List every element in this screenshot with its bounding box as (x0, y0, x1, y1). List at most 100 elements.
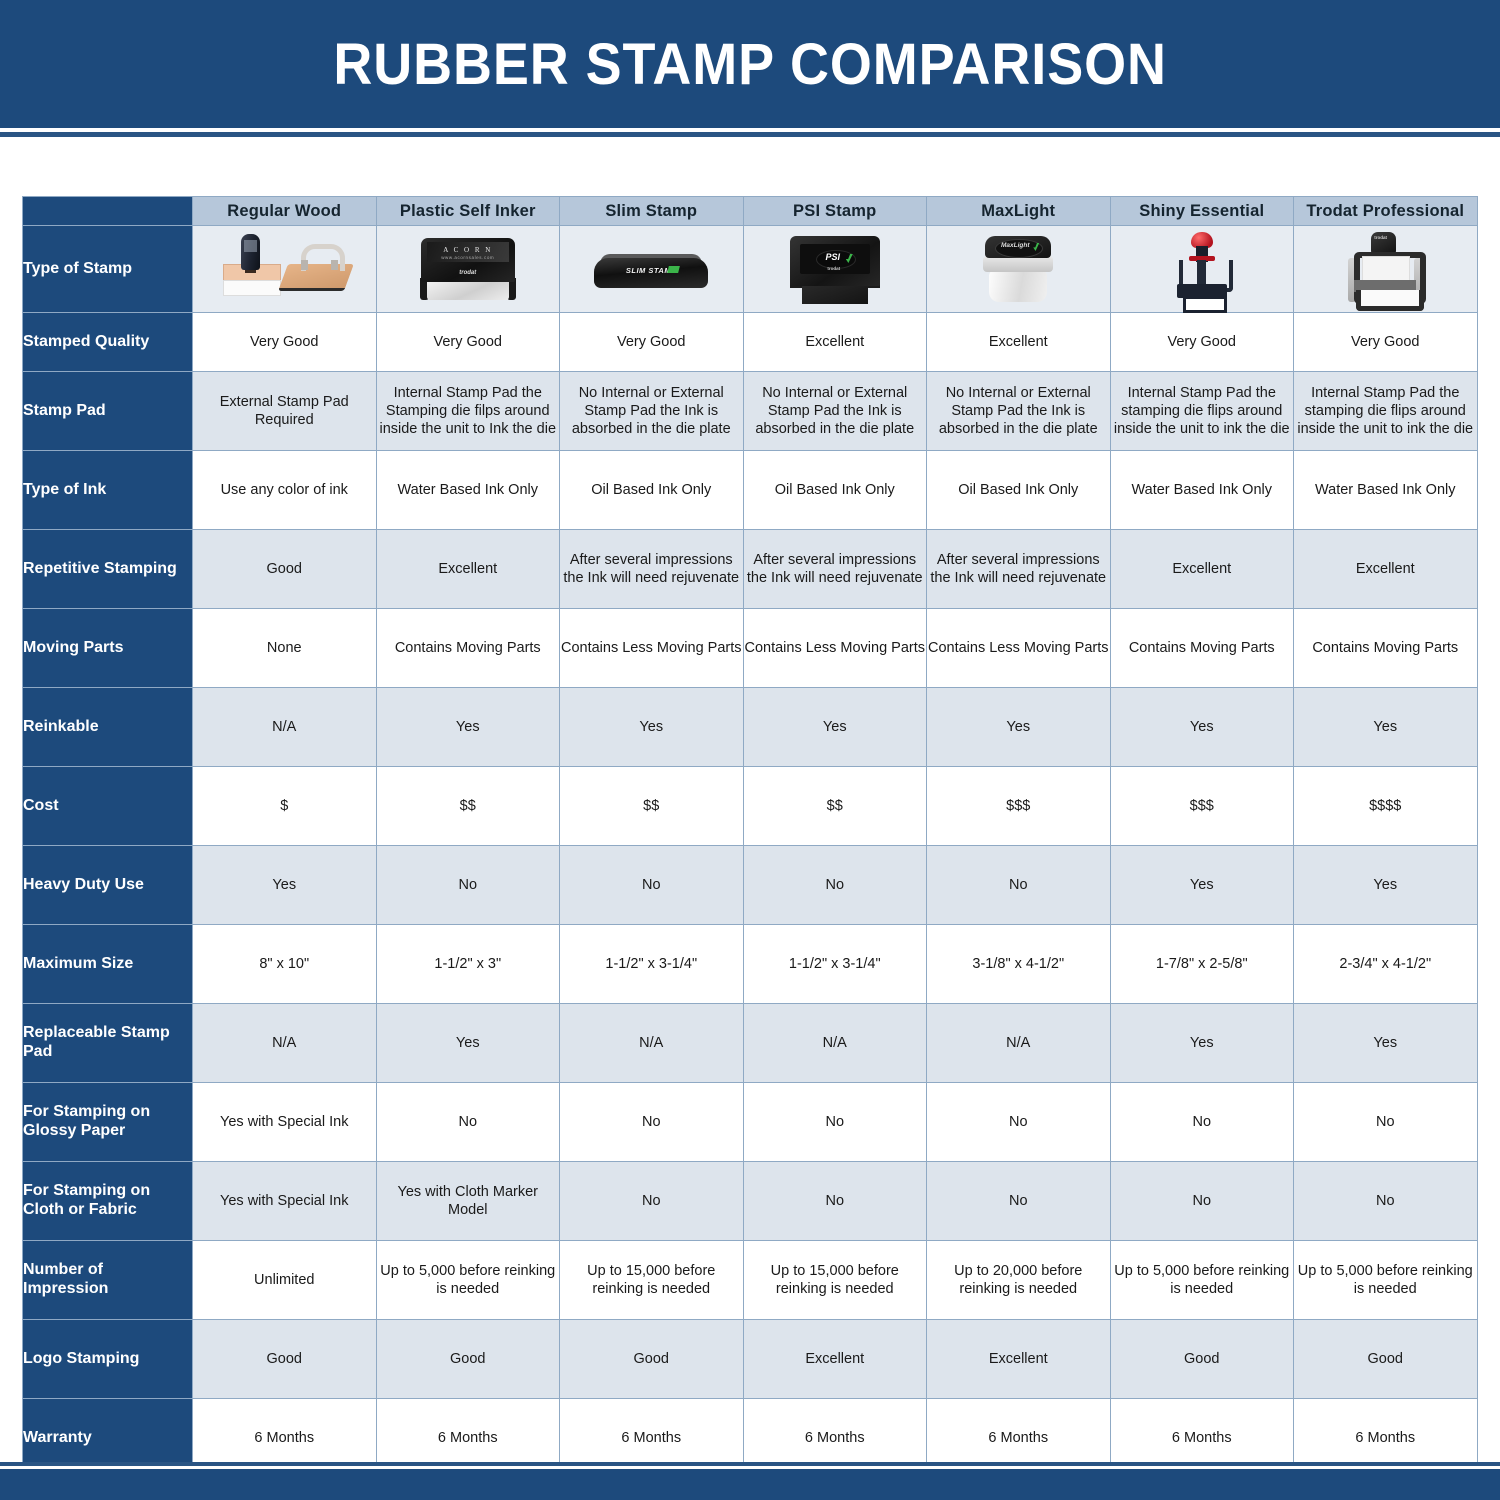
cell-stamping-glossy-paper-psi-stamp: No (742, 1082, 927, 1162)
cell-cost-shiny-essential: $$$ (1109, 766, 1294, 846)
cell-type-of-ink-trodat-professional: Water Based Ink Only (1293, 450, 1478, 530)
cell-stamping-glossy-paper-trodat-professional: No (1293, 1082, 1478, 1162)
regular-wood-stamp-image (209, 228, 359, 310)
row-label-stamped-quality: Stamped Quality (22, 312, 193, 372)
cell-type-of-ink-maxlight: Oil Based Ink Only (926, 450, 1111, 530)
cell-stamp-pad-trodat-professional: Internal Stamp Pad the stamping die flip… (1293, 371, 1478, 451)
cell-repetitive-stamping-trodat-professional: Excellent (1293, 529, 1478, 609)
table-head: Regular Wood Plastic Self Inker Slim Sta… (22, 196, 1478, 226)
cell-stamped-quality-psi-stamp: Excellent (742, 312, 927, 372)
table-body: Type of Stamp A C O R (22, 225, 1478, 1478)
cell-stamping-cloth-fabric-psi-stamp: No (742, 1161, 927, 1241)
cell-stamp-pad-slim-stamp: No Internal or External Stamp Pad the In… (559, 371, 744, 451)
cell-repetitive-stamping-plastic-self-inker: Excellent (375, 529, 560, 609)
cell-repetitive-stamping-regular-wood: Good (192, 529, 377, 609)
table-row-logo-stamping: Logo Stamping Good Good Good Excellent E… (22, 1319, 1478, 1399)
cell-cost-psi-stamp: $$ (742, 766, 927, 846)
trodat-professional-stamp-image (1310, 228, 1460, 311)
cell-maximum-size-slim-stamp: 1-1/2" x 3-1/4" (559, 924, 744, 1004)
table-row-number-of-impression: Number of Impression Unlimited Up to 5,0… (22, 1240, 1478, 1320)
cell-cost-maxlight: $$$ (926, 766, 1111, 846)
plastic-self-inker-stamp-image: A C O R N www.acornsales.com trodat (393, 228, 543, 310)
cell-logo-stamping-psi-stamp: Excellent (742, 1319, 927, 1399)
cell-logo-stamping-shiny-essential: Good (1109, 1319, 1294, 1399)
cell-number-of-impression-maxlight: Up to 20,000 before reinking is needed (926, 1240, 1111, 1320)
column-header-trodat-professional: Trodat Professional (1293, 196, 1478, 226)
row-label-repetitive-stamping: Repetitive Stamping (22, 529, 193, 609)
cell-stamped-quality-regular-wood: Very Good (192, 312, 377, 372)
cell-replaceable-stamp-pad-maxlight: N/A (926, 1003, 1111, 1083)
cell-logo-stamping-slim-stamp: Good (559, 1319, 744, 1399)
cell-number-of-impression-shiny-essential: Up to 5,000 before reinking is needed (1109, 1240, 1294, 1320)
table-corner-cell (22, 196, 193, 226)
cell-reinkable-slim-stamp: Yes (559, 687, 744, 767)
cell-replaceable-stamp-pad-slim-stamp: N/A (559, 1003, 744, 1083)
cell-heavy-duty-use-plastic-self-inker: No (375, 845, 560, 925)
cell-type-of-stamp-trodat-professional (1293, 225, 1478, 313)
row-label-type-of-stamp: Type of Stamp (22, 225, 193, 313)
cell-reinkable-plastic-self-inker: Yes (375, 687, 560, 767)
cell-reinkable-trodat-professional: Yes (1293, 687, 1478, 767)
table-row-moving-parts: Moving Parts None Contains Moving Parts … (22, 608, 1478, 688)
cell-moving-parts-plastic-self-inker: Contains Moving Parts (375, 608, 560, 688)
cell-stamping-cloth-fabric-trodat-professional: No (1293, 1161, 1478, 1241)
cell-repetitive-stamping-shiny-essential: Excellent (1109, 529, 1294, 609)
cell-cost-slim-stamp: $$ (559, 766, 744, 846)
row-label-moving-parts: Moving Parts (22, 608, 193, 688)
cell-repetitive-stamping-slim-stamp: After several impressions the Ink will n… (559, 529, 744, 609)
table-row-stamp-pad: Stamp Pad External Stamp Pad Required In… (22, 371, 1478, 451)
table-row-reinkable: Reinkable N/A Yes Yes Yes Yes Yes Yes (22, 687, 1478, 767)
cell-cost-regular-wood: $ (192, 766, 377, 846)
cell-number-of-impression-regular-wood: Unlimited (192, 1240, 377, 1320)
cell-number-of-impression-psi-stamp: Up to 15,000 before reinking is needed (742, 1240, 927, 1320)
cell-stamp-pad-maxlight: No Internal or External Stamp Pad the In… (926, 371, 1111, 451)
cell-type-of-ink-regular-wood: Use any color of ink (192, 450, 377, 530)
cell-stamp-pad-plastic-self-inker: Internal Stamp Pad the Stamping die filp… (375, 371, 560, 451)
banner-divider-top (0, 128, 1500, 132)
table-row-type-of-stamp: Type of Stamp A C O R (22, 225, 1478, 313)
cell-maximum-size-plastic-self-inker: 1-1/2" x 3" (375, 924, 560, 1004)
green-check-icon (1033, 243, 1040, 251)
slim-stamp-image: SLIM STAMP (576, 228, 726, 310)
cell-type-of-stamp-slim-stamp: SLIM STAMP (559, 225, 744, 313)
cell-number-of-impression-plastic-self-inker: Up to 5,000 before reinking is needed (375, 1240, 560, 1320)
cell-logo-stamping-trodat-professional: Good (1293, 1319, 1478, 1399)
column-header-psi-stamp: PSI Stamp (742, 196, 927, 226)
cell-moving-parts-regular-wood: None (192, 608, 377, 688)
cell-replaceable-stamp-pad-trodat-professional: Yes (1293, 1003, 1478, 1083)
cell-type-of-stamp-plastic-self-inker: A C O R N www.acornsales.com trodat (375, 225, 560, 313)
slim-stamp-logo-text: SLIM STAMP (625, 266, 677, 275)
cell-stamping-glossy-paper-plastic-self-inker: No (375, 1082, 560, 1162)
cell-stamp-pad-psi-stamp: No Internal or External Stamp Pad the In… (742, 371, 927, 451)
table-row-stamping-cloth-fabric: For Stamping on Cloth or Fabric Yes with… (22, 1161, 1478, 1241)
cell-heavy-duty-use-maxlight: No (926, 845, 1111, 925)
table-row-stamped-quality: Stamped Quality Very Good Very Good Very… (22, 312, 1478, 372)
acorn-sub-text: www.acornsales.com (441, 255, 495, 260)
cell-stamping-glossy-paper-slim-stamp: No (559, 1082, 744, 1162)
cell-type-of-stamp-regular-wood (192, 225, 377, 313)
cell-number-of-impression-slim-stamp: Up to 15,000 before reinking is needed (559, 1240, 744, 1320)
cell-type-of-ink-plastic-self-inker: Water Based Ink Only (375, 450, 560, 530)
cell-number-of-impression-trodat-professional: Up to 5,000 before reinking is needed (1293, 1240, 1478, 1320)
table-row-replaceable-stamp-pad: Replaceable Stamp Pad N/A Yes N/A N/A N/… (22, 1003, 1478, 1083)
cell-stamping-cloth-fabric-plastic-self-inker: Yes with Cloth Marker Model (375, 1161, 560, 1241)
cell-stamped-quality-plastic-self-inker: Very Good (375, 312, 560, 372)
cell-type-of-stamp-shiny-essential (1109, 225, 1294, 313)
cell-maximum-size-trodat-professional: 2-3/4" x 4-1/2" (1293, 924, 1478, 1004)
cell-stamping-cloth-fabric-slim-stamp: No (559, 1161, 744, 1241)
cell-stamped-quality-maxlight: Excellent (926, 312, 1111, 372)
maxlight-stamp-image: MaxLight (943, 228, 1093, 310)
cell-stamping-cloth-fabric-shiny-essential: No (1109, 1161, 1294, 1241)
cell-stamping-cloth-fabric-maxlight: No (926, 1161, 1111, 1241)
shiny-essential-stamp-image (1127, 228, 1277, 313)
cell-type-of-ink-psi-stamp: Oil Based Ink Only (742, 450, 927, 530)
cell-replaceable-stamp-pad-plastic-self-inker: Yes (375, 1003, 560, 1083)
cell-maximum-size-maxlight: 3-1/8" x 4-1/2" (926, 924, 1111, 1004)
maxlight-logo-text: MaxLight (1000, 242, 1030, 249)
psi-stamp-image: PSI trodat (760, 228, 910, 310)
cell-stamping-glossy-paper-regular-wood: Yes with Special Ink (192, 1082, 377, 1162)
footer-divider-bottom (0, 1466, 1500, 1469)
comparison-table-container: Regular Wood Plastic Self Inker Slim Sta… (22, 196, 1478, 1478)
row-label-type-of-ink: Type of Ink (22, 450, 193, 530)
cell-logo-stamping-plastic-self-inker: Good (375, 1319, 560, 1399)
